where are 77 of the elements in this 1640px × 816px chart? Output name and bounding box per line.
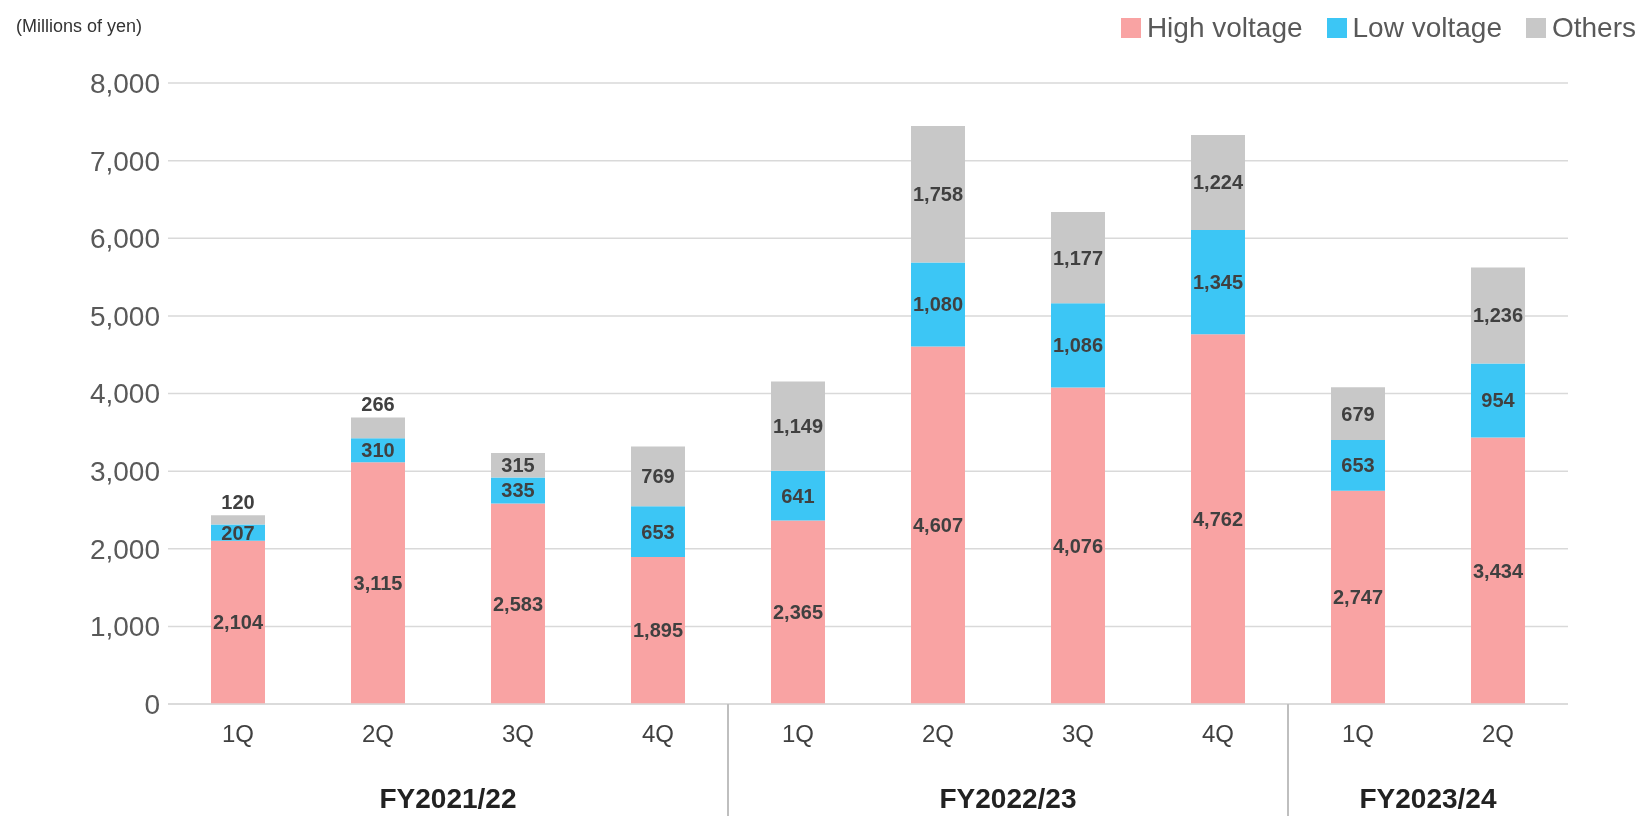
- text: FY2022/23: [939, 783, 1077, 814]
- y-tick-label: 0: [144, 688, 160, 720]
- data-label: 2,104: [212, 611, 264, 634]
- bar: [911, 126, 965, 263]
- bar: [1191, 134, 1245, 230]
- x-tick-label: 1Q: [1341, 720, 1375, 747]
- y-axis-title: (Millions of yen): [16, 16, 143, 37]
- bar: [1051, 303, 1105, 388]
- data-label: 315: [501, 454, 535, 477]
- x-tick-label: 4Q: [641, 720, 675, 747]
- bar: [1471, 363, 1525, 438]
- bar: [771, 381, 825, 471]
- data-label: 1,086: [1052, 334, 1104, 357]
- data-label: 679: [1341, 402, 1375, 425]
- data-label: 207: [221, 521, 255, 544]
- data-label: 335: [501, 479, 535, 502]
- data-label: 1,149: [772, 415, 824, 438]
- x-tick-label: 1Q: [221, 720, 255, 747]
- data-label: 2,747: [1332, 586, 1384, 609]
- data-label: 310: [361, 439, 395, 462]
- bar: [1191, 229, 1245, 335]
- data-label: 3,434: [1472, 559, 1524, 582]
- data-label: 641: [781, 484, 815, 507]
- y-tick-label: 6,000: [89, 223, 160, 255]
- legend-label: Low voltage: [1351, 12, 1502, 44]
- bar: [351, 417, 405, 439]
- x-tick-label: 2Q: [361, 720, 395, 747]
- data-label: 4,607: [912, 514, 964, 537]
- x-tick-label: 2Q: [1481, 720, 1515, 747]
- bar: [1331, 490, 1385, 704]
- bar: [631, 556, 685, 704]
- x-tick-label: 2Q: [921, 720, 955, 747]
- x-tick-label: 1Q: [781, 720, 815, 747]
- legend-label: High voltage: [1145, 12, 1303, 44]
- bar: [911, 346, 965, 704]
- text: FY2021/22: [379, 783, 517, 814]
- x-tick-label: 3Q: [501, 720, 535, 747]
- bar: [1191, 334, 1245, 704]
- data-label: 3,115: [353, 572, 403, 595]
- x-tick-label: 4Q: [1201, 720, 1235, 747]
- data-label: 769: [641, 465, 675, 488]
- bar: [1051, 211, 1105, 304]
- bar: [1051, 387, 1105, 704]
- data-label: 1,345: [1192, 271, 1244, 294]
- data-label: 1,758: [912, 183, 964, 206]
- y-tick-label: 2,000: [89, 533, 160, 565]
- bar: [211, 515, 265, 525]
- y-tick-label: 5,000: [89, 300, 160, 332]
- data-label: 2,365: [772, 601, 824, 624]
- bar: [491, 503, 545, 704]
- y-tick-label: 3,000: [89, 456, 160, 488]
- legend-label: Others: [1550, 12, 1636, 44]
- y-tick-label: 8,000: [89, 67, 160, 99]
- bar: [1471, 267, 1525, 364]
- data-label: 1,177: [1052, 246, 1104, 269]
- y-tick-label: 4,000: [89, 378, 160, 410]
- data-label: 4,076: [1052, 534, 1104, 557]
- bar: [1471, 437, 1525, 704]
- data-label: 954: [1481, 389, 1516, 412]
- data-label: 1,895: [632, 619, 684, 642]
- data-label: 2,583: [492, 592, 544, 615]
- y-tick-label: 7,000: [89, 145, 160, 177]
- x-tick-label: 3Q: [1061, 720, 1095, 747]
- bar: [351, 462, 405, 704]
- data-label: 653: [641, 520, 675, 543]
- bar: [1331, 387, 1385, 441]
- data-label: 266: [361, 393, 395, 416]
- data-label: 1,236: [1472, 304, 1524, 327]
- data-label: 4,762: [1192, 508, 1244, 531]
- data-label: 653: [1341, 454, 1375, 477]
- data-label: 1,224: [1192, 171, 1244, 194]
- bar: [211, 540, 265, 704]
- data-label: 1,080: [912, 293, 964, 316]
- bar: [771, 520, 825, 704]
- data-label: 120: [221, 491, 255, 514]
- text: FY2023/24: [1359, 783, 1497, 814]
- y-tick-label: 1,000: [89, 611, 160, 643]
